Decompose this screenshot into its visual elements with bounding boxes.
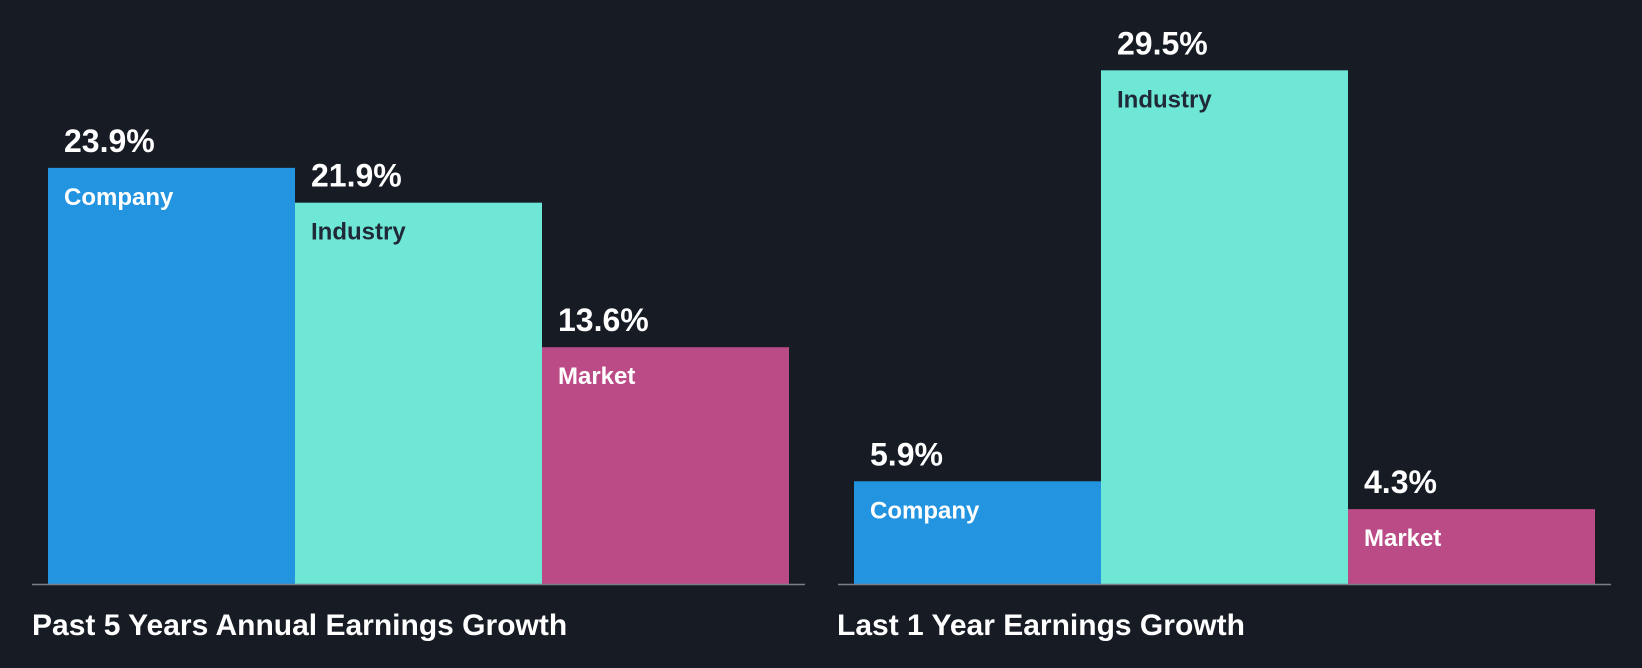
bar-label-company: Company (64, 184, 174, 211)
value-label-company: 23.9% (64, 123, 155, 159)
value-label-industry: 29.5% (1117, 25, 1208, 61)
bar-label-industry: Industry (311, 219, 406, 246)
panel-title-past-5-years: Past 5 Years Annual Earnings Growth (32, 609, 567, 642)
bar-company (854, 481, 1101, 584)
value-label-market: 4.3% (1364, 464, 1437, 500)
bar-label-company: Company (870, 497, 980, 524)
panel-title-last-1-year: Last 1 Year Earnings Growth (837, 609, 1245, 642)
bar-label-market: Market (558, 363, 635, 390)
bar-market (542, 347, 789, 584)
value-label-market: 13.6% (558, 302, 649, 338)
value-label-company: 5.9% (870, 436, 943, 472)
bar-market (1348, 509, 1595, 584)
bar-industry (1101, 70, 1348, 584)
bar-industry (295, 202, 542, 584)
bar-label-market: Market (1364, 525, 1441, 552)
value-label-industry: 21.9% (311, 158, 402, 194)
bar-company (48, 167, 295, 584)
panel-last-1-year: 5.9% Company 29.5% Industry 4.3% Market (838, 25, 1611, 586)
panel-past-5-years: 23.9% Company 21.9% Industry 13.6% Market (32, 123, 805, 586)
bar-label-industry: Industry (1117, 86, 1212, 113)
